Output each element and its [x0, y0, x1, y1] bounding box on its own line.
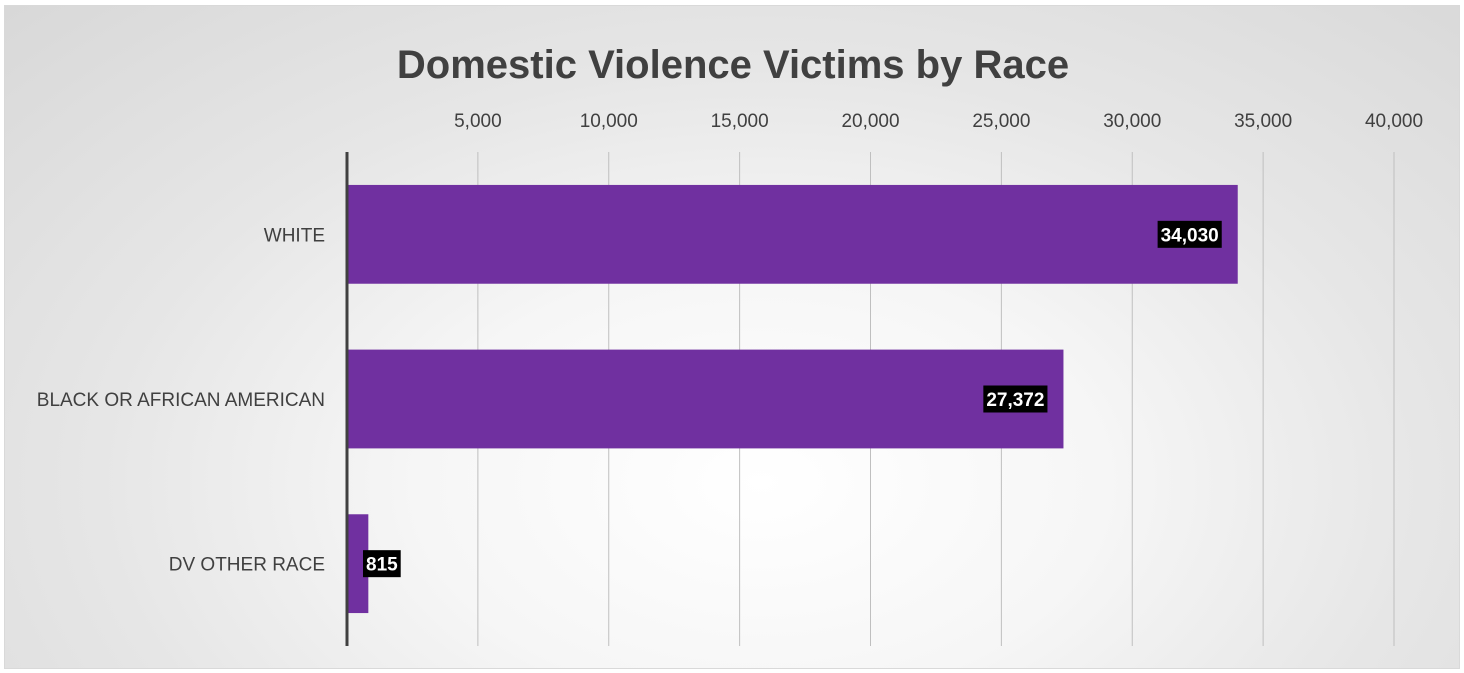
chart-title: Domestic Violence Victims by Race — [397, 43, 1069, 87]
x-tick-label: 30,000 — [1103, 111, 1161, 132]
category-label: DV OTHER RACE — [169, 555, 325, 576]
data-label-text: 34,030 — [1161, 225, 1219, 246]
x-tick-label: 10,000 — [580, 111, 638, 132]
bar — [347, 514, 369, 614]
bars — [347, 184, 1238, 614]
category-labels: WHITE BLACK OR AFRICAN AMERICAN DV OTHER R… — [37, 225, 325, 575]
data-label-text: 815 — [366, 555, 398, 576]
chart-canvas: Domestic Violence Victims by Race 5,000 1… — [37, 43, 1423, 646]
bar — [347, 349, 1064, 449]
category-label: WHITE — [264, 225, 325, 246]
data-label-background — [1157, 220, 1222, 248]
x-tick-label: 15,000 — [711, 111, 769, 132]
x-tick-label: 20,000 — [841, 111, 899, 132]
data-label: 34,030 — [1157, 220, 1222, 248]
chart-area: Domestic Violence Victims by Race 5,000 1… — [4, 5, 1460, 669]
data-labels: 34,030 27,372 815 — [363, 220, 1222, 578]
x-tick-label: 5,000 — [454, 111, 502, 132]
category-label: BLACK OR AFRICAN AMERICAN — [37, 390, 325, 411]
data-label: 815 — [363, 550, 401, 578]
x-axis-tick-labels: 5,000 10,000 15,000 20,000 25,000 30,000 35,00… — [454, 111, 1423, 132]
data-label-background — [983, 385, 1048, 413]
x-tick-label: 35,000 — [1234, 111, 1292, 132]
data-label: 27,372 — [983, 385, 1048, 413]
bar — [347, 184, 1238, 284]
data-label-background — [363, 550, 401, 578]
x-tick-label: 25,000 — [972, 111, 1030, 132]
x-tick-label: 40,000 — [1365, 111, 1423, 132]
data-label-text: 27,372 — [986, 390, 1044, 411]
